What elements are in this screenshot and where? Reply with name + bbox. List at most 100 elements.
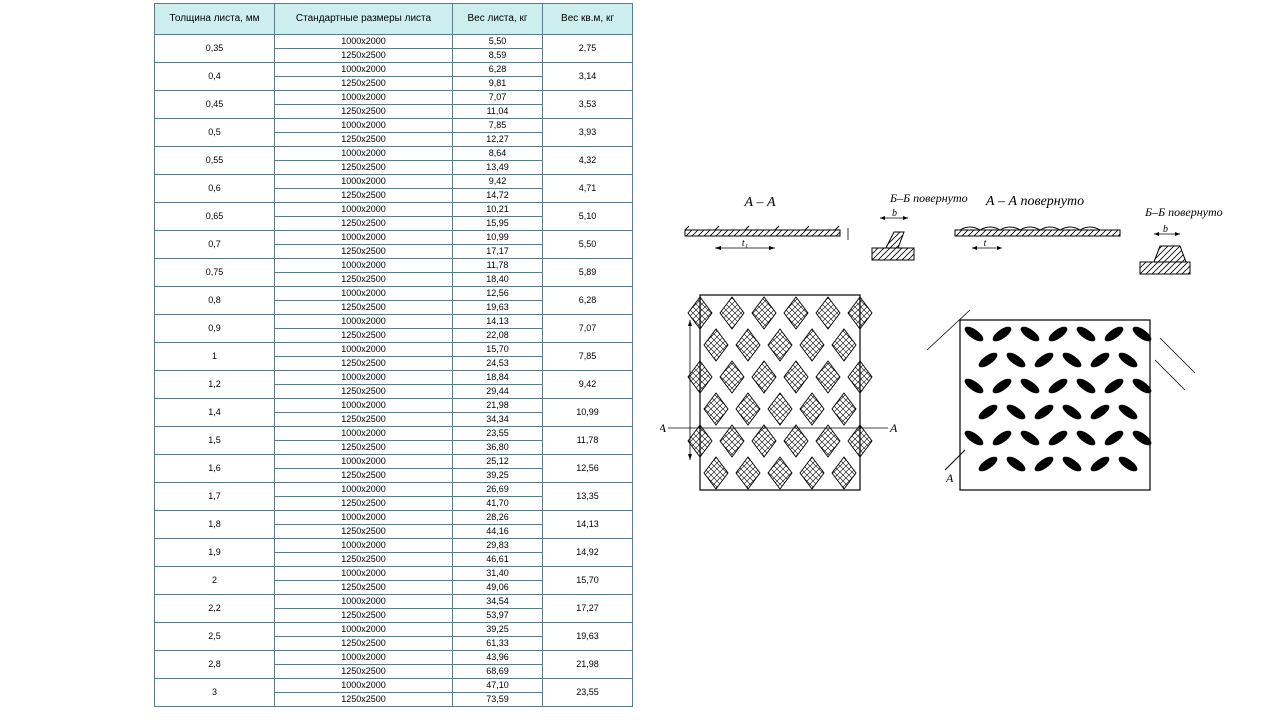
cell-size: 1250х2500	[275, 525, 453, 539]
cell-size: 1250х2500	[275, 553, 453, 567]
cell-thickness: 0,9	[155, 315, 275, 343]
cell-size: 1250х2500	[275, 637, 453, 651]
cell-thickness: 1,9	[155, 539, 275, 567]
cell-thickness: 0,7	[155, 231, 275, 259]
cell-weight: 29,44	[453, 385, 543, 399]
cell-weight: 29,83	[453, 539, 543, 553]
cell-weight: 10,99	[453, 231, 543, 245]
cell-m2: 5,10	[543, 203, 633, 231]
cell-weight: 18,84	[453, 371, 543, 385]
cell-size: 1000х2000	[275, 259, 453, 273]
cell-weight: 43,96	[453, 651, 543, 665]
cell-m2: 9,42	[543, 371, 633, 399]
cell-m2: 2,75	[543, 35, 633, 63]
label-b: b	[892, 208, 897, 219]
cell-size: 1000х2000	[275, 511, 453, 525]
cell-m2: 3,93	[543, 119, 633, 147]
cell-m2: 23,55	[543, 679, 633, 707]
cell-size: 1250х2500	[275, 693, 453, 707]
cell-m2: 3,53	[543, 91, 633, 119]
cell-size: 1000х2000	[275, 651, 453, 665]
cell-thickness: 2	[155, 567, 275, 595]
cell-weight: 24,53	[453, 357, 543, 371]
cell-thickness: 1,4	[155, 399, 275, 427]
cell-m2: 3,14	[543, 63, 633, 91]
cell-size: 1000х2000	[275, 623, 453, 637]
cell-thickness: 1	[155, 343, 275, 371]
cell-weight: 18,40	[453, 273, 543, 287]
cell-m2: 7,85	[543, 343, 633, 371]
cell-thickness: 0,55	[155, 147, 275, 175]
label-aa: А – А	[743, 195, 776, 210]
cell-thickness: 0,4	[155, 63, 275, 91]
cell-weight: 5,50	[453, 35, 543, 49]
cell-weight: 10,21	[453, 203, 543, 217]
cell-weight: 26,69	[453, 483, 543, 497]
cell-weight: 68,69	[453, 665, 543, 679]
cell-weight: 8,64	[453, 147, 543, 161]
cell-size: 1000х2000	[275, 35, 453, 49]
cell-size: 1000х2000	[275, 91, 453, 105]
cell-weight: 61,33	[453, 637, 543, 651]
cell-weight: 49,06	[453, 581, 543, 595]
label-aa-rot: А – А повернуто	[985, 194, 1084, 209]
diamond-plate-pattern: А А	[660, 295, 898, 490]
col-thickness: Толщина листа, мм	[155, 4, 275, 35]
cell-size: 1250х2500	[275, 413, 453, 427]
cell-weight: 34,34	[453, 413, 543, 427]
cell-size: 1250х2500	[275, 133, 453, 147]
cell-m2: 7,07	[543, 315, 633, 343]
cell-weight: 36,80	[453, 441, 543, 455]
cell-thickness: 0,35	[155, 35, 275, 63]
cell-weight: 8,59	[453, 49, 543, 63]
cell-weight: 46,61	[453, 553, 543, 567]
cell-weight: 7,85	[453, 119, 543, 133]
cell-m2: 14,92	[543, 539, 633, 567]
col-sizes: Стандартные размеры листа	[275, 4, 453, 35]
cell-size: 1000х2000	[275, 539, 453, 553]
cell-size: 1250х2500	[275, 609, 453, 623]
cell-size: 1000х2000	[275, 595, 453, 609]
col-m2-weight: Вес кв.м, кг	[543, 4, 633, 35]
lentil-plate-pattern: А	[927, 310, 1195, 490]
cell-size: 1000х2000	[275, 287, 453, 301]
cell-m2: 19,63	[543, 623, 633, 651]
cell-thickness: 1,8	[155, 511, 275, 539]
cell-size: 1000х2000	[275, 119, 453, 133]
cell-weight: 13,49	[453, 161, 543, 175]
cell-size: 1000х2000	[275, 399, 453, 413]
cell-weight: 9,81	[453, 77, 543, 91]
cell-m2: 11,78	[543, 427, 633, 455]
cell-size: 1000х2000	[275, 679, 453, 693]
cell-thickness: 0,5	[155, 119, 275, 147]
cell-size: 1250х2500	[275, 189, 453, 203]
label-bb: Б–Б повернуто	[889, 191, 968, 205]
cell-weight: 6,28	[453, 63, 543, 77]
section-bb-rib-2: b	[1140, 224, 1190, 274]
cell-weight: 25,12	[453, 455, 543, 469]
cell-size: 1250х2500	[275, 77, 453, 91]
cell-weight: 34,54	[453, 595, 543, 609]
cell-size: 1000х2000	[275, 371, 453, 385]
cell-weight: 19,63	[453, 301, 543, 315]
cell-weight: 9,42	[453, 175, 543, 189]
cell-size: 1250х2500	[275, 385, 453, 399]
cell-size: 1250х2500	[275, 273, 453, 287]
cell-size: 1250х2500	[275, 301, 453, 315]
cell-size: 1000х2000	[275, 567, 453, 581]
cell-size: 1250х2500	[275, 329, 453, 343]
cell-weight: 21,98	[453, 399, 543, 413]
cell-m2: 17,27	[543, 595, 633, 623]
cell-weight: 47,10	[453, 679, 543, 693]
cell-size: 1000х2000	[275, 427, 453, 441]
cell-weight: 15,95	[453, 217, 543, 231]
cell-size: 1000х2000	[275, 483, 453, 497]
cell-weight: 41,70	[453, 497, 543, 511]
cell-m2: 13,35	[543, 483, 633, 511]
cell-thickness: 2,5	[155, 623, 275, 651]
cell-weight: 73,59	[453, 693, 543, 707]
cell-weight: 31,40	[453, 567, 543, 581]
cell-weight: 17,17	[453, 245, 543, 259]
cell-weight: 14,13	[453, 315, 543, 329]
cell-size: 1250х2500	[275, 665, 453, 679]
